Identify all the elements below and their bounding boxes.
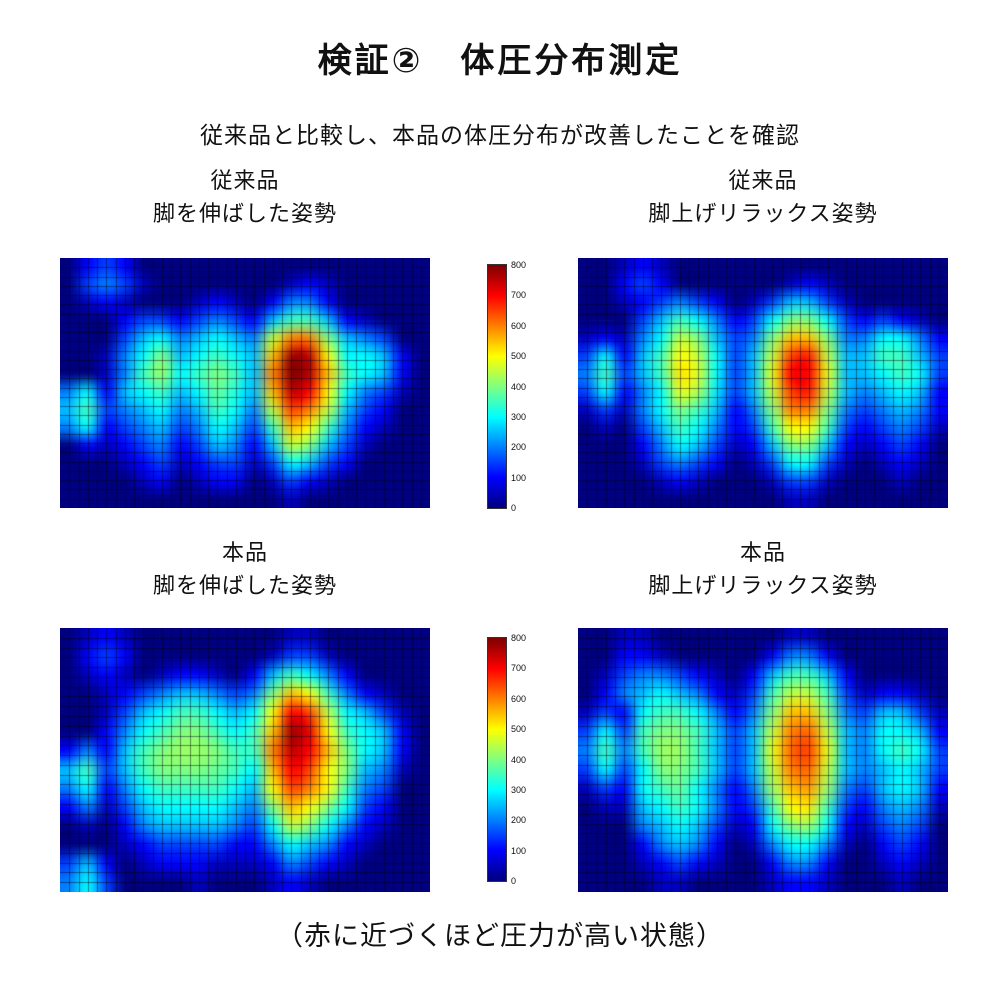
colorbar-tick-label: 0 [511, 876, 517, 886]
panel-label-line2: 脚を伸ばした姿勢 [152, 573, 337, 598]
colorbar-tick-label: 400 [511, 381, 527, 392]
colorbar-tick-label: 600 [511, 320, 527, 331]
panel-label-line2: 脚上げリラックス姿勢 [648, 573, 878, 598]
heatmap-product-relax [578, 628, 948, 892]
colorbar-tick-label: 0 [511, 503, 517, 513]
colorbar-tick-label: 200 [511, 815, 527, 826]
colorbar-tick-label: 700 [511, 663, 527, 674]
footer-note: （赤に近づくほど圧力が高い状態） [276, 921, 724, 951]
colorbar-gradient [487, 637, 507, 882]
panel-label-line2: 脚上げリラックス姿勢 [648, 201, 878, 226]
colorbar-tick-label: 100 [511, 845, 527, 856]
pressure-colorbar-top: 800 700 600 500 400 300 200 100 0 [487, 260, 526, 513]
heatmap-conventional-relax [578, 258, 948, 508]
panel-label-line1: 従来品 [728, 168, 798, 193]
colorbar-tick-label: 200 [511, 442, 527, 453]
colorbar-tick-label: 300 [511, 411, 527, 422]
colorbar-tick-labels: 800 700 600 500 400 300 200 100 0 [511, 260, 541, 513]
colorbar-tick-label: 500 [511, 724, 527, 735]
colorbar-tick-label: 400 [511, 754, 527, 765]
pressure-colorbar-bottom: 800 700 600 500 400 300 200 100 0 [487, 633, 526, 886]
heatmap-conventional-extended [60, 258, 430, 508]
colorbar-tick-label: 800 [511, 260, 527, 270]
colorbar-tick-labels: 800 700 600 500 400 300 200 100 0 [511, 633, 541, 886]
panel-label-line1: 本品 [739, 540, 786, 565]
page-title: 検証② 体圧分布測定 [317, 42, 683, 80]
colorbar-tick-label: 500 [511, 351, 527, 362]
panel-label-conventional-extended: 従来品 脚を伸ばした姿勢 [60, 164, 430, 230]
colorbar-tick-label: 100 [511, 472, 527, 483]
panel-label-line1: 従来品 [210, 168, 280, 193]
colorbar-tick-label: 800 [511, 633, 527, 643]
colorbar-tick-label: 700 [511, 290, 527, 301]
panel-label-line2: 脚を伸ばした姿勢 [152, 201, 337, 226]
colorbar-gradient [487, 264, 507, 509]
colorbar-tick-label: 300 [511, 784, 527, 795]
panel-label-line1: 本品 [221, 540, 268, 565]
panel-label-conventional-relax: 従来品 脚上げリラックス姿勢 [578, 164, 948, 230]
heatmap-product-extended [60, 628, 430, 892]
colorbar-tick-label: 600 [511, 693, 527, 704]
page-subtitle: 従来品と比較し、本品の体圧分布が改善したことを確認 [200, 122, 800, 148]
panel-label-product-relax: 本品 脚上げリラックス姿勢 [578, 536, 948, 602]
panel-label-product-extended: 本品 脚を伸ばした姿勢 [60, 536, 430, 602]
